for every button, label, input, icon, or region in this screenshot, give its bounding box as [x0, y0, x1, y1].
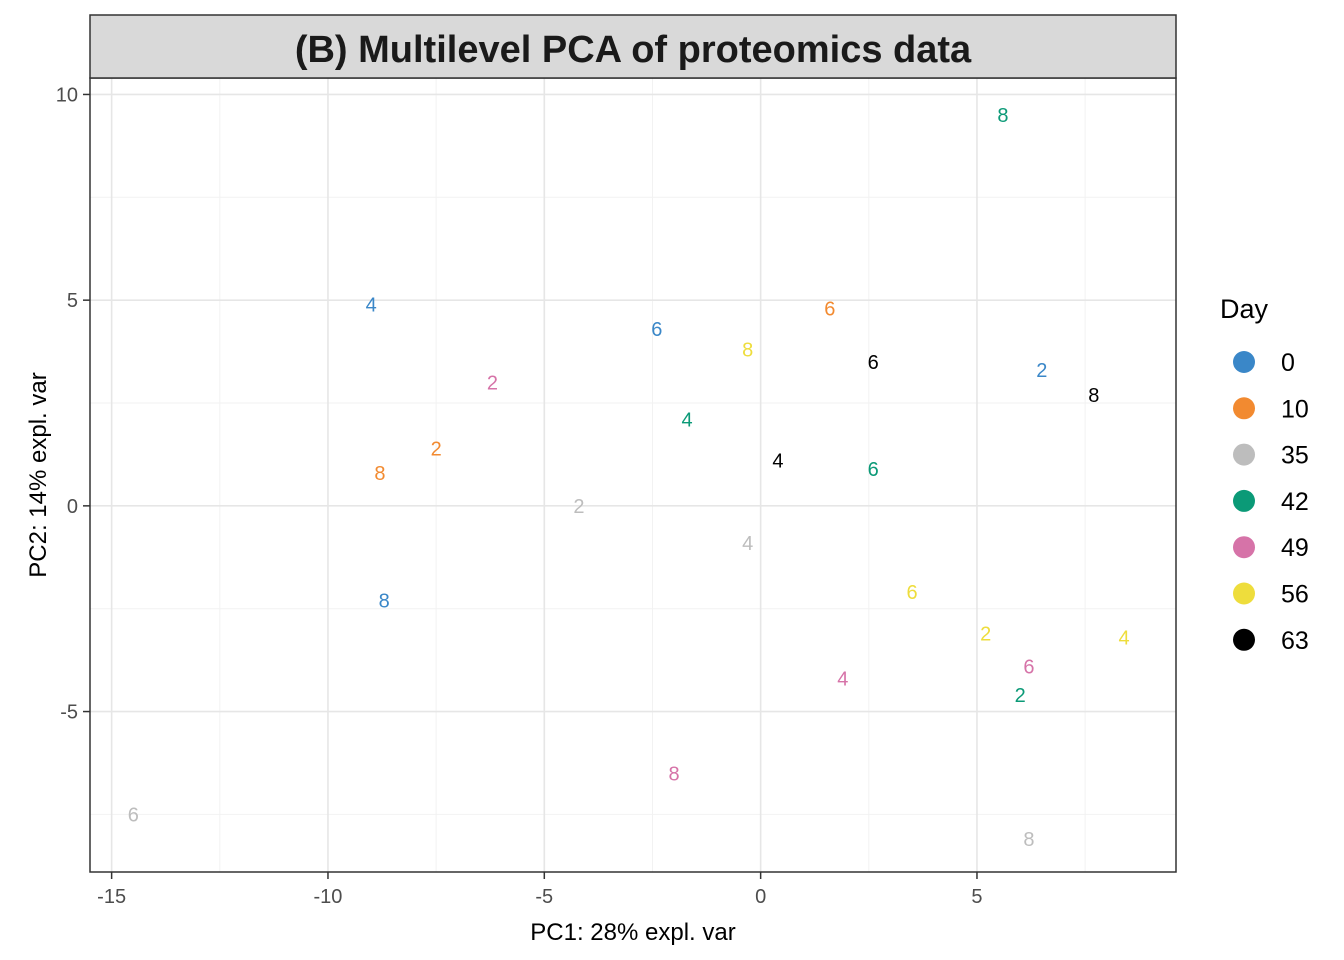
data-point-day-0: 2: [1036, 360, 1047, 382]
legend-label-0: 0: [1281, 349, 1295, 377]
data-point-day-0: 6: [651, 319, 662, 341]
x-tick-label: -15: [97, 886, 126, 908]
x-tick-label: 5: [971, 886, 982, 908]
data-point-day-10: 2: [431, 438, 442, 460]
y-tick-label: 5: [67, 290, 78, 312]
legend-label-42: 42: [1281, 488, 1309, 516]
legend-label-49: 49: [1281, 534, 1309, 562]
legend-key-0: [1233, 351, 1255, 373]
data-point-day-49: 2: [487, 372, 498, 394]
legend-key-42: [1233, 489, 1255, 512]
data-point-day-0: 8: [379, 590, 390, 612]
data-point-day-10: 6: [824, 298, 835, 320]
data-point-day-35: 4: [742, 533, 753, 555]
data-point-day-35: 6: [128, 804, 139, 826]
data-point-day-56: 4: [1119, 628, 1130, 650]
legend-label-56: 56: [1281, 581, 1309, 609]
legend-key-63: [1233, 628, 1255, 651]
y-tick-label: -5: [60, 702, 78, 724]
x-axis-title: PC1: 28% expl. var: [530, 919, 735, 946]
data-point-day-56: 6: [907, 582, 918, 604]
x-axis: -15 -10 -5 0 5: [97, 872, 983, 908]
data-points: 4 6 2 8 6 2 8 2 4 6 8 8 4 6 2 2 6 4 8 8 6 2 4 6 8 4: [128, 105, 1130, 851]
legend-key-49: [1233, 536, 1255, 559]
data-point-day-42: 6: [868, 459, 879, 481]
legend-key-35: [1233, 443, 1255, 466]
y-tick-label: 10: [56, 84, 78, 106]
data-point-day-63: 8: [1088, 385, 1099, 407]
legend: Day 0 10 35 42 49 56 63: [1220, 294, 1309, 655]
x-tick-label: -5: [535, 886, 553, 908]
data-point-day-10: 8: [374, 463, 385, 485]
data-point-day-49: 8: [669, 763, 680, 785]
data-point-day-35: 8: [1023, 829, 1034, 851]
legend-key-56: [1233, 582, 1255, 605]
grid-lines: [90, 78, 1176, 872]
data-point-day-56: 8: [742, 340, 753, 362]
data-point-day-56: 2: [980, 623, 991, 645]
x-tick-label: -10: [314, 886, 343, 908]
legend-label-35: 35: [1281, 442, 1309, 470]
legend-key-10: [1233, 397, 1255, 420]
y-axis-title: PC2: 14% expl. var: [25, 372, 52, 577]
data-point-day-63: 4: [772, 451, 783, 473]
data-point-day-49: 4: [837, 669, 848, 691]
x-tick-label: 0: [755, 886, 766, 908]
legend-title: Day: [1220, 294, 1269, 324]
data-point-day-35: 2: [573, 496, 584, 518]
y-tick-label: 0: [67, 496, 78, 518]
data-point-day-0: 4: [366, 294, 377, 316]
data-point-day-63: 6: [868, 352, 879, 374]
data-point-day-42: 8: [997, 105, 1008, 127]
legend-label-63: 63: [1281, 627, 1309, 655]
data-point-day-42: 4: [682, 409, 693, 431]
legend-label-10: 10: [1281, 395, 1309, 423]
chart-title: (B) Multilevel PCA of proteomics data: [295, 29, 972, 71]
title-strip: [89, 14, 1177, 79]
data-point-day-42: 2: [1015, 685, 1026, 707]
y-axis: -5 0 5 10: [56, 84, 90, 724]
data-point-day-49: 6: [1023, 656, 1034, 678]
